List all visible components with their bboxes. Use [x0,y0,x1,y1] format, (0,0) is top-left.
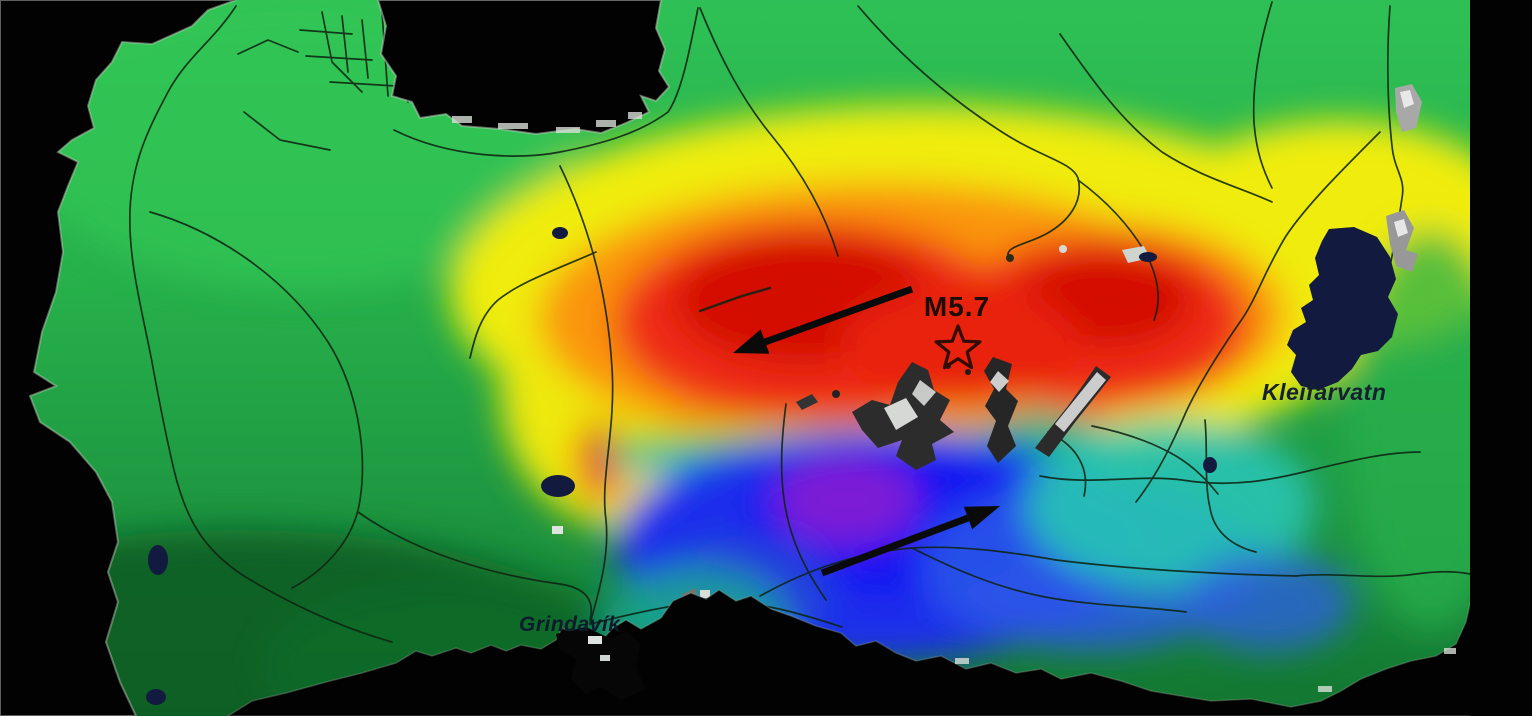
epicenter-star-icon [934,324,982,370]
shore-fringe [452,112,1456,692]
annotations: M5.7 Kleifarvatn Grindavík [519,285,1386,636]
grindavik-town-patch [556,627,646,700]
magnitude-label: M5.7 [924,291,990,322]
lava-field-patches [552,84,1422,618]
road-network [128,1,1471,643]
town-label: Grindavík [519,613,621,636]
arrowhead-west-icon [733,329,770,354]
motion-arrow-southeast [820,506,1000,577]
west-ocean [0,0,237,716]
arrowhead-east-icon [963,506,1000,530]
lake-label: Kleifarvatn [1262,379,1386,405]
lakes [146,227,1398,705]
right-black-band [1470,0,1532,716]
north-bay [376,0,671,136]
purple-core [774,455,918,545]
motion-arrow-northwest [733,285,914,354]
south-ocean [226,589,1472,716]
kleifarvatn-lake [1287,227,1398,390]
